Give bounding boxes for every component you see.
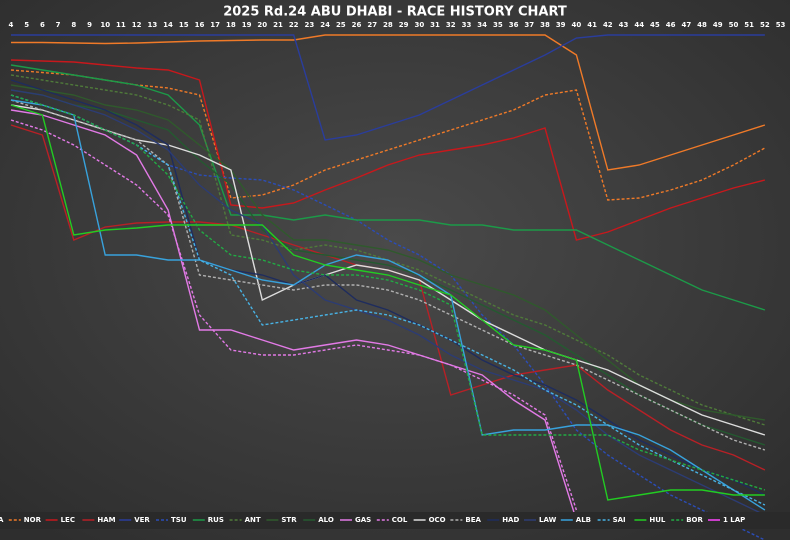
x-tick-label: 39 — [556, 21, 566, 29]
x-tick-label: 48 — [697, 21, 707, 29]
legend-background — [0, 512, 790, 529]
x-tick-label: 17 — [210, 21, 220, 29]
legend-label: RUS — [208, 516, 224, 524]
series-line — [10, 109, 578, 521]
legend-label: HAD — [502, 516, 519, 524]
series-line — [11, 34, 765, 141]
x-tick-label: 44 — [634, 21, 644, 29]
x-tick-label: 14 — [163, 21, 173, 29]
x-tick-label: 23 — [305, 21, 315, 29]
x-tick-label: 51 — [744, 21, 754, 29]
x-tick-label: 4 — [9, 21, 14, 29]
x-tick-label: 36 — [509, 21, 519, 29]
legend-label: LAW — [539, 516, 557, 524]
series-line — [10, 59, 766, 241]
legend-label: BEA — [465, 516, 481, 524]
legend-label: HUL — [649, 516, 666, 524]
x-tick-label: 43 — [619, 21, 629, 29]
x-tick-label: 31 — [430, 21, 440, 29]
x-tick-label: 37 — [524, 21, 534, 29]
legend-label: LEC — [61, 516, 75, 524]
series-line — [10, 94, 766, 491]
x-tick-label: 11 — [116, 21, 126, 29]
x-tick-label: 9 — [87, 21, 92, 29]
x-tick-label: 24 — [320, 21, 330, 29]
legend-label: 1 LAP — [723, 516, 745, 524]
series-line — [11, 34, 766, 171]
x-tick-label: 47 — [681, 21, 691, 29]
x-tick-label: 32 — [446, 21, 456, 29]
legend-label: ALO — [318, 516, 334, 524]
x-tick-label: 25 — [336, 21, 346, 29]
legend: A NOR LEC HAM VER TSU RUS ANT STR ALO GAS COL OCO BEA… — [0, 516, 745, 524]
chart-title: 2025 Rd.24 ABU DHABI - RACE HISTORY CHAR… — [223, 5, 567, 20]
legend-label: OCO — [429, 516, 446, 524]
x-tick-label: 30 — [414, 21, 424, 29]
legend-label: VER — [134, 516, 150, 524]
x-tick-label: 35 — [493, 21, 503, 29]
x-tick-label: 28 — [383, 21, 393, 29]
x-tick-label: 12 — [132, 21, 142, 29]
x-tick-label: 19 — [242, 21, 252, 29]
legend-label: NOR — [24, 516, 42, 524]
legend-label: COL — [392, 516, 408, 524]
legend-label: SAI — [613, 516, 626, 524]
x-tick-label: 49 — [713, 21, 723, 29]
x-tick-label: 29 — [399, 21, 409, 29]
x-tick-label: 20 — [257, 21, 267, 29]
x-tick-label: 8 — [71, 21, 76, 29]
x-tick-label: 7 — [56, 21, 61, 29]
legend-label: STR — [281, 516, 297, 524]
x-tick-label: 15 — [179, 21, 189, 29]
x-tick-label: 21 — [273, 21, 283, 29]
plot-area — [10, 34, 766, 540]
legend-label: ALB — [576, 516, 591, 524]
x-tick-label: 6 — [40, 21, 45, 29]
x-tick-label: 53 — [776, 21, 786, 29]
x-tick-label: 16 — [195, 21, 205, 29]
x-tick-label: 45 — [650, 21, 660, 29]
x-tick-label: 40 — [572, 21, 582, 29]
x-tick-label: 22 — [289, 21, 299, 29]
x-tick-label: 46 — [666, 21, 676, 29]
series-line — [10, 104, 765, 501]
legend-label: HAM — [97, 516, 115, 524]
series-line — [10, 99, 766, 451]
x-tick-label: 26 — [352, 21, 362, 29]
x-tick-label: 18 — [226, 21, 236, 29]
x-tick-label: 41 — [587, 21, 597, 29]
x-tick-label: 50 — [729, 21, 739, 29]
series-line — [10, 64, 766, 311]
series-line — [10, 89, 766, 446]
series-line — [10, 119, 578, 511]
x-tick-label: 10 — [100, 21, 110, 29]
x-tick-label: 38 — [540, 21, 550, 29]
series-line — [10, 79, 766, 496]
x-tick-label: 34 — [477, 21, 487, 29]
x-tick-label: 27 — [367, 21, 377, 29]
x-tick-label: 42 — [603, 21, 613, 29]
series-line — [10, 99, 766, 511]
x-tick-label: 52 — [760, 21, 770, 29]
x-tick-label: 33 — [462, 21, 472, 29]
series-line — [10, 89, 766, 516]
legend-label: BOR — [686, 516, 703, 524]
x-tick-label: 5 — [24, 21, 29, 29]
legend-label: GAS — [355, 516, 371, 524]
legend-label: TSU — [171, 516, 187, 524]
x-tick-label: 13 — [147, 21, 157, 29]
legend-label: A — [0, 516, 4, 524]
legend-label: ANT — [245, 516, 261, 524]
